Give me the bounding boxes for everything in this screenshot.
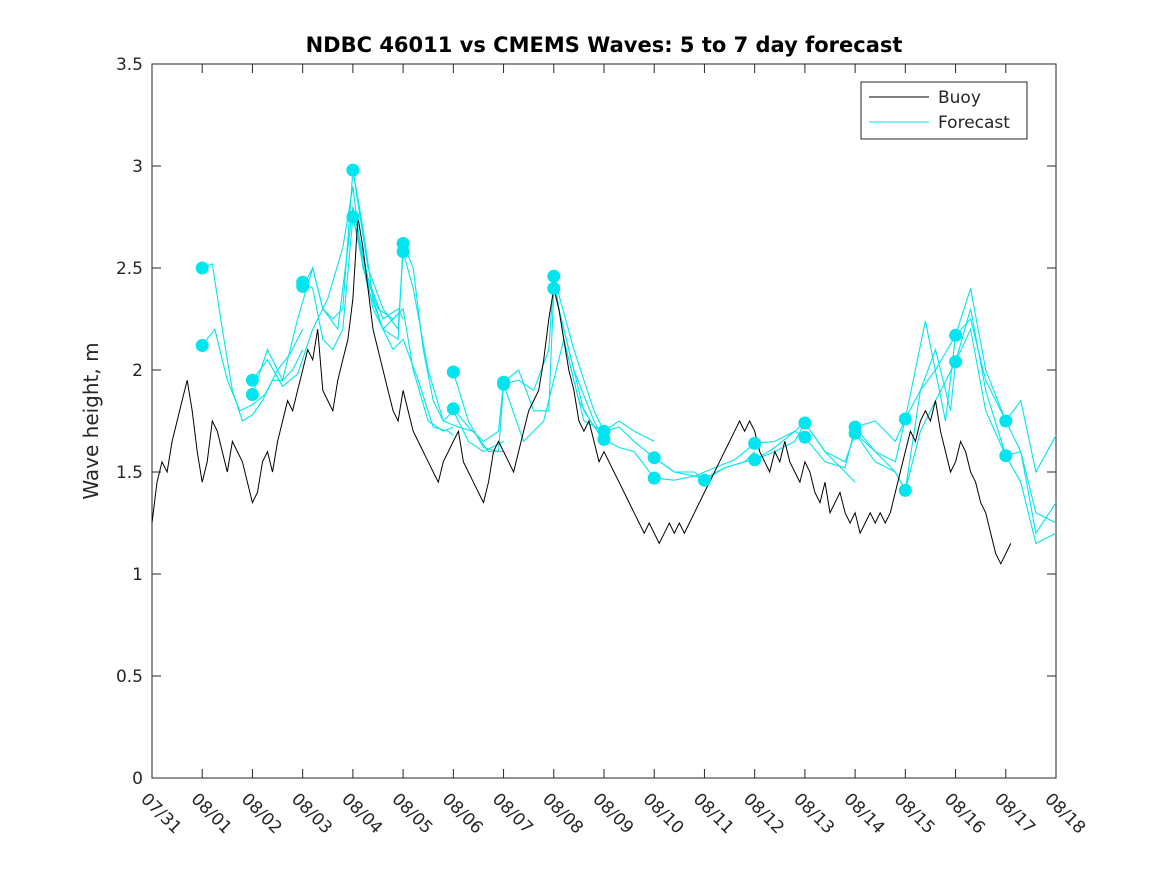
y-tick-label: 0 xyxy=(132,769,143,789)
forecast-marker xyxy=(296,275,310,289)
legend-forecast-label: Forecast xyxy=(938,113,1010,133)
forecast-line-2 xyxy=(251,186,404,388)
legend-box xyxy=(860,81,1028,140)
forecast-marker xyxy=(647,471,661,485)
forecast-marker xyxy=(898,483,912,497)
forecast-marker xyxy=(748,453,762,467)
forecast-marker xyxy=(497,375,511,389)
forecast-marker xyxy=(195,339,209,352)
y-tick-label: 1.5 xyxy=(116,463,143,483)
forecast-marker xyxy=(949,328,963,342)
y-tick-label: 2 xyxy=(132,361,143,381)
buoy-line xyxy=(151,216,1012,565)
forecast-line-10 xyxy=(503,339,655,443)
forecast-marker xyxy=(396,245,410,259)
forecast-line-1 xyxy=(201,263,304,422)
forecast-line-12 xyxy=(553,288,756,481)
forecast-marker xyxy=(949,355,963,369)
forecast-line-5 xyxy=(302,216,454,436)
y-tick-label: 2.5 xyxy=(116,259,143,279)
legend-buoy-label: Buoy xyxy=(938,88,981,108)
forecast-line-3 xyxy=(251,206,404,395)
forecast-marker xyxy=(547,281,561,295)
forecast-line-15 xyxy=(754,347,957,493)
forecast-marker xyxy=(848,426,862,440)
forecast-line-6 xyxy=(352,216,504,453)
forecast-marker xyxy=(748,436,762,450)
marker-layer xyxy=(195,163,1013,497)
forecast-marker xyxy=(245,388,259,401)
legend: Buoy Forecast xyxy=(860,81,1028,140)
y-tick-label: 3.5 xyxy=(116,55,143,75)
chart-title: NDBC 46011 vs CMEMS Waves: 5 to 7 day fo… xyxy=(306,33,903,57)
forecast-marker xyxy=(195,261,209,275)
y-tick-label: 1 xyxy=(132,565,143,585)
y-axis-label: Wave height, m xyxy=(79,342,103,499)
forecast-marker xyxy=(446,365,460,379)
forecast-marker xyxy=(798,430,812,444)
forecast-line-0 xyxy=(201,327,304,412)
forecast-marker xyxy=(798,416,812,430)
forecast-marker xyxy=(346,210,360,224)
forecast-marker xyxy=(346,163,360,177)
y-tick-label: 0.5 xyxy=(116,667,143,687)
y-tick-label: 3 xyxy=(132,157,143,177)
forecast-marker xyxy=(446,402,460,416)
forecast-marker xyxy=(647,451,661,465)
forecast-marker xyxy=(697,473,711,487)
forecast-marker xyxy=(547,269,561,283)
forecast-marker xyxy=(597,432,611,446)
forecast-marker xyxy=(245,373,259,387)
forecast-marker xyxy=(999,414,1013,428)
forecast-marker xyxy=(898,412,912,426)
forecast-line-4 xyxy=(302,170,454,432)
forecast-marker xyxy=(999,449,1013,463)
